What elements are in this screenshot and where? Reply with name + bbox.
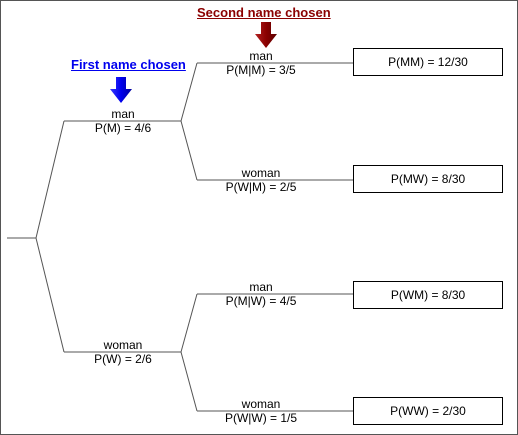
branch-woman-woman — [180, 351, 198, 412]
branch-woman-man — [180, 293, 198, 353]
red-arrow-icon — [255, 22, 277, 48]
result-box-mw: P(MW) = 8/30 — [353, 165, 503, 193]
result-box-wm: P(WM) = 8/30 — [353, 281, 503, 309]
second-level-mm-label: man P(M|M) = 3/5 — [206, 49, 316, 77]
second-name-header: Second name chosen — [197, 5, 331, 20]
probability-text: P(M) = 4/6 — [94, 121, 152, 135]
outcome-text: woman — [241, 166, 281, 180]
first-level-woman-label: woman P(W) = 2/6 — [73, 338, 173, 366]
blue-arrow-icon — [110, 77, 132, 103]
result-box-ww: P(WW) = 2/30 — [353, 397, 503, 425]
probability-text: P(M|M) = 3/5 — [226, 63, 296, 77]
first-name-header: First name chosen — [71, 57, 186, 72]
result-box-mm: P(MM) = 12/30 — [353, 48, 503, 76]
probability-text: P(W|W) = 1/5 — [224, 411, 298, 425]
branch-first-woman — [35, 237, 65, 353]
first-level-man-label: man P(M) = 4/6 — [73, 107, 173, 135]
second-level-ww-label: woman P(W|W) = 1/5 — [206, 397, 316, 425]
branch-man-woman — [180, 120, 198, 181]
outcome-text: woman — [103, 338, 143, 352]
outcome-text: man — [111, 107, 135, 121]
branch-first-man — [35, 120, 65, 239]
outcome-text: man — [249, 280, 273, 294]
probability-text: P(W|M) = 2/5 — [225, 180, 297, 194]
outcome-text: man — [249, 49, 273, 63]
probability-text: P(W) = 2/6 — [94, 352, 152, 366]
outcome-text: woman — [241, 397, 281, 411]
branch-man-man — [180, 62, 198, 122]
second-level-mw-label: woman P(W|M) = 2/5 — [206, 166, 316, 194]
probability-text: P(M|W) = 4/5 — [225, 294, 297, 308]
second-level-wm-label: man P(M|W) = 4/5 — [206, 280, 316, 308]
